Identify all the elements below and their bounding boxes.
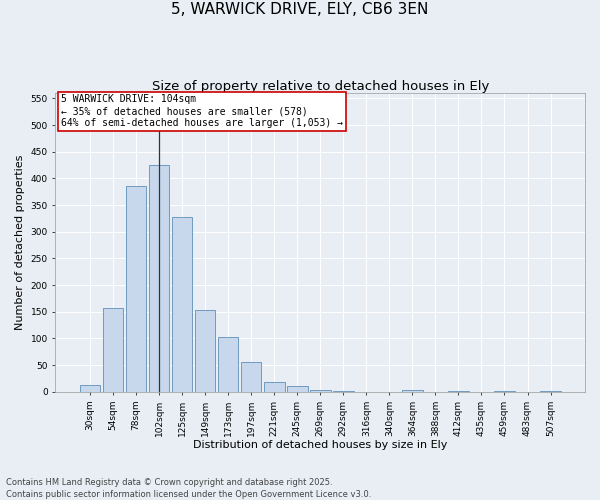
Bar xyxy=(172,217,193,392)
Title: Size of property relative to detached houses in Ely: Size of property relative to detached ho… xyxy=(152,80,489,93)
Bar xyxy=(103,308,123,392)
Bar xyxy=(218,337,238,392)
Bar xyxy=(448,391,469,392)
Y-axis label: Number of detached properties: Number of detached properties xyxy=(15,154,25,330)
Bar xyxy=(264,382,284,392)
Bar xyxy=(149,165,169,392)
Bar xyxy=(287,386,308,392)
Bar xyxy=(194,310,215,392)
Bar xyxy=(402,390,423,392)
Text: Contains HM Land Registry data © Crown copyright and database right 2025.
Contai: Contains HM Land Registry data © Crown c… xyxy=(6,478,371,499)
Bar xyxy=(125,186,146,392)
Text: 5, WARWICK DRIVE, ELY, CB6 3EN: 5, WARWICK DRIVE, ELY, CB6 3EN xyxy=(172,2,428,18)
Bar xyxy=(80,385,100,392)
X-axis label: Distribution of detached houses by size in Ely: Distribution of detached houses by size … xyxy=(193,440,448,450)
Bar xyxy=(310,390,331,392)
Bar xyxy=(241,362,262,392)
Bar xyxy=(540,391,561,392)
Text: 5 WARWICK DRIVE: 104sqm
← 35% of detached houses are smaller (578)
64% of semi-d: 5 WARWICK DRIVE: 104sqm ← 35% of detache… xyxy=(61,94,343,128)
